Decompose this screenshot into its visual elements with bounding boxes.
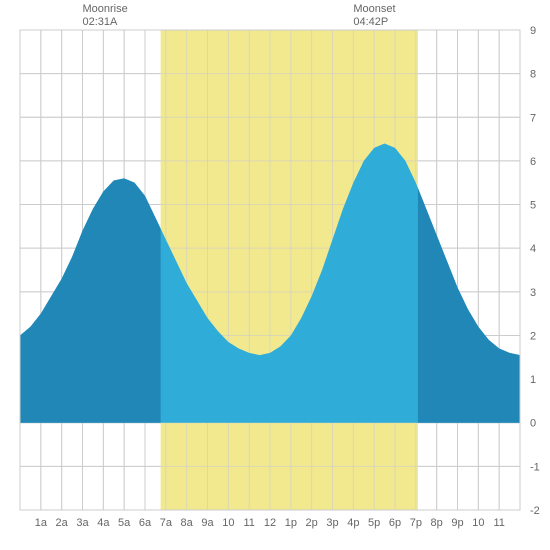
tide-chart: 1a2a3a4a5a6a7a8a9a1011121p2p3p4p5p6p7p8p… [0,0,550,550]
y-tick-label: 4 [530,243,536,255]
x-tick-label: 3a [76,517,89,529]
moonrise-time: 02:31A [83,16,119,28]
x-tick-label: 7a [160,517,173,529]
x-tick-label: 3p [326,517,338,529]
moonrise-title: Moonrise [83,3,128,15]
y-tick-label: 9 [530,25,536,37]
x-tick-label: 9a [201,517,214,529]
y-tick-label: 0 [530,418,536,430]
x-tick-label: 7p [410,517,422,529]
y-tick-label: 5 [530,200,536,212]
x-tick-label: 5a [118,517,131,529]
x-tick-label: 2a [56,517,69,529]
x-tick-label: 1a [35,517,48,529]
y-tick-label: 1 [530,374,536,386]
chart-svg: 1a2a3a4a5a6a7a8a9a1011121p2p3p4p5p6p7p8p… [0,0,550,550]
x-tick-label: 6p [389,517,401,529]
x-tick-label: 8p [431,517,443,529]
x-tick-label: 12 [264,517,276,529]
y-tick-label: -2 [530,505,540,517]
x-tick-label: 8a [181,517,194,529]
x-tick-label: 11 [493,517,504,529]
x-tick-label: 6a [139,517,152,529]
y-tick-label: 7 [530,112,536,124]
y-tick-label: 3 [530,287,536,299]
y-tick-label: 2 [530,330,536,342]
x-tick-label: 9p [451,517,463,529]
y-tick-label: 8 [530,69,536,81]
x-tick-label: 10 [222,517,234,529]
y-tick-label: 6 [530,156,536,168]
x-tick-label: 4p [347,517,359,529]
x-tick-label: 5p [368,517,380,529]
x-tick-label: 2p [306,517,318,529]
x-tick-label: 1p [285,517,297,529]
y-tick-label: -1 [530,461,540,473]
x-tick-label: 4a [97,517,110,529]
moonset-title: Moonset [353,3,395,15]
x-tick-label: 10 [472,517,484,529]
moonset-time: 04:42P [353,16,388,28]
x-tick-label: 11 [243,517,254,529]
